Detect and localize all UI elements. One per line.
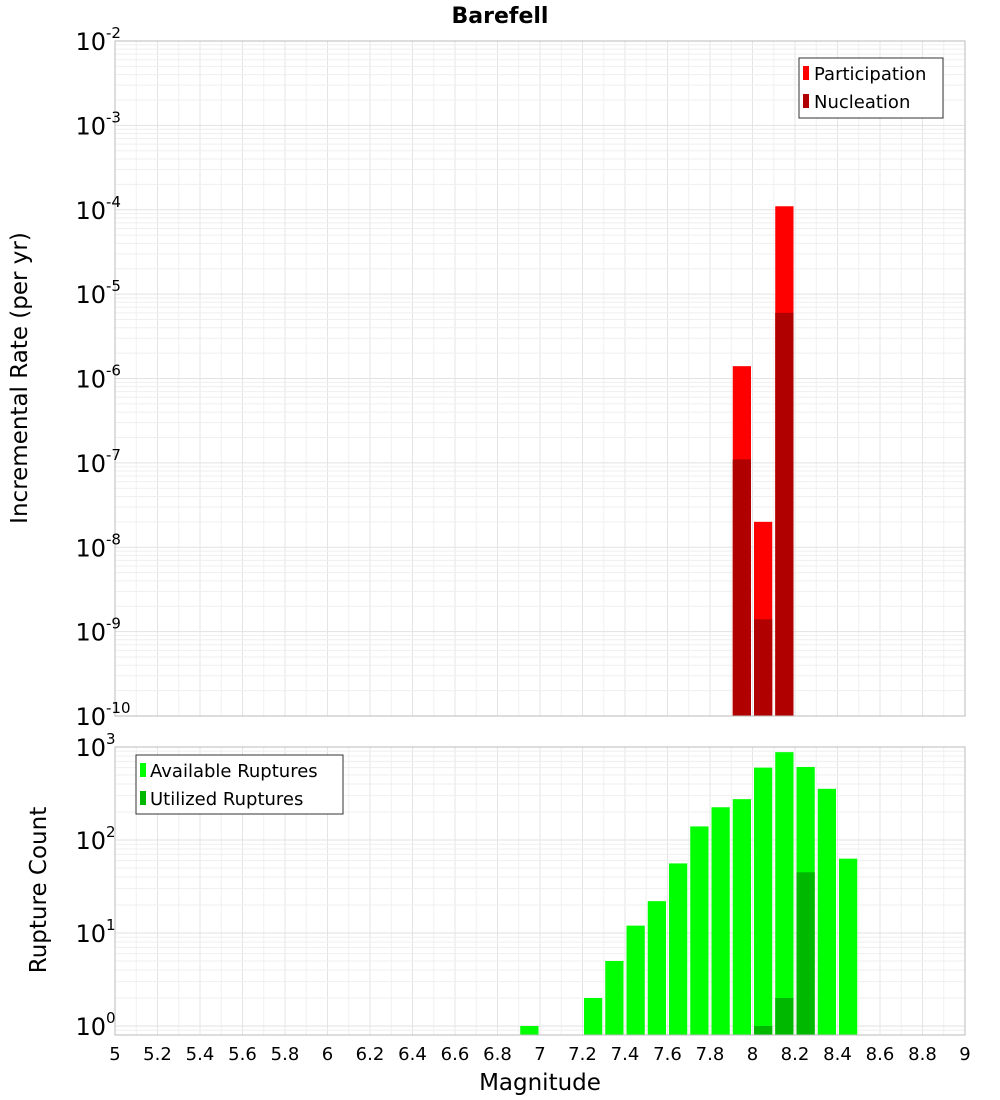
top-y-tick-5: 10 [75, 281, 106, 309]
x-tick-15: 8 [747, 1044, 758, 1065]
top-y-tick-exp-7: -3 [106, 108, 121, 126]
x-tick-7: 6.4 [398, 1044, 427, 1065]
top-y-tick-2: 10 [75, 534, 106, 562]
bottom-y-tick-exp-3: 3 [106, 730, 116, 748]
top-y-axis-label: Incremental Rate (per yr) [7, 232, 33, 524]
x-tick-0: 5 [109, 1044, 120, 1065]
x-tick-3: 5.6 [228, 1044, 257, 1065]
bottom-bar-0-8_05 [754, 767, 773, 1035]
top-y-tick-1: 10 [75, 619, 106, 647]
legend-label-available-ruptures: Available Ruptures [150, 761, 318, 782]
top-y-tick-exp-6: -4 [106, 193, 121, 211]
bottom-bar-1-8_15 [775, 997, 794, 1035]
bottom-y-tick-2: 10 [75, 827, 106, 855]
top-y-tick-exp-8: -2 [106, 24, 121, 42]
legend-swatch-participation [803, 66, 809, 80]
top-bar-1-8_15 [775, 312, 794, 716]
bottom-bar-0-7_65 [669, 863, 688, 1035]
top-legend: Participation Nucleation [798, 57, 944, 119]
top-y-tick-exp-1: -9 [106, 615, 121, 633]
x-tick-10: 7 [534, 1044, 545, 1065]
x-tick-20: 9 [959, 1044, 970, 1065]
top-y-tick-exp-0: -10 [106, 699, 131, 717]
x-tick-8: 6.6 [441, 1044, 470, 1065]
bottom-bar-0-7_45 [626, 925, 645, 1035]
bottom-y-tick-exp-2: 2 [106, 823, 116, 841]
bottom-y-tick-0: 10 [75, 1013, 106, 1041]
top-y-tick-exp-3: -7 [106, 446, 121, 464]
legend-swatch-nucleation [803, 94, 809, 108]
top-y-tick-0: 10 [75, 703, 106, 731]
legend-label-utilized-ruptures: Utilized Ruptures [150, 789, 303, 810]
top-bar-1-8_05 [754, 619, 773, 716]
bottom-bar-0-7_95 [732, 799, 751, 1035]
bottom-y-tick-1: 10 [75, 920, 106, 948]
bottom-bar-0-7_75 [690, 826, 709, 1035]
x-tick-6: 6.2 [356, 1044, 385, 1065]
bottom-legend: Available Ruptures Utilized Ruptures [135, 754, 344, 815]
top-y-tick-6: 10 [75, 197, 106, 225]
bottom-y-axis-label: Rupture Count [26, 807, 52, 973]
bottom-bar-0-7_85 [711, 807, 730, 1035]
x-tick-12: 7.4 [611, 1044, 640, 1065]
legend-label-nucleation: Nucleation [814, 92, 910, 113]
bottom-bar-0-8_45 [839, 858, 858, 1035]
bottom-bar-0-7_55 [647, 901, 666, 1035]
bottom-plot-bars [520, 752, 858, 1035]
bottom-bar-0-8_15 [775, 752, 794, 1035]
top-y-tick-exp-4: -6 [106, 362, 121, 380]
bottom-bar-1-8_05 [754, 1025, 773, 1035]
x-tick-17: 8.4 [823, 1044, 852, 1065]
bottom-bar-0-8_35 [817, 788, 836, 1035]
top-bar-1-7_95 [732, 459, 751, 716]
bottom-y-tick-exp-1: 1 [106, 916, 116, 934]
x-tick-16: 8.2 [781, 1044, 810, 1065]
top-y-tick-exp-5: -5 [106, 277, 121, 295]
top-legend-box [798, 57, 944, 119]
bottom-bar-0-6_95 [520, 1025, 539, 1035]
bottom-bar-0-7_25 [584, 997, 603, 1035]
top-y-tick-8: 10 [75, 28, 106, 56]
x-tick-9: 6.8 [483, 1044, 512, 1065]
top-y-tick-7: 10 [75, 112, 106, 140]
x-tick-2: 5.4 [186, 1044, 215, 1065]
bottom-plot-frame [114, 746, 966, 1036]
top-plot-frame [114, 40, 966, 717]
x-tick-4: 5.8 [271, 1044, 300, 1065]
bottom-y-tick-exp-0: 0 [106, 1009, 116, 1027]
bottom-y-tick-3: 10 [75, 734, 106, 762]
bottom-bar-1-8_25 [796, 872, 815, 1035]
bottom-bar-0-7_35 [605, 960, 624, 1035]
top-y-tick-3: 10 [75, 450, 106, 478]
legend-swatch-utilized-ruptures [140, 791, 146, 805]
top-plot-gridlines [115, 41, 965, 716]
x-tick-19: 8.8 [908, 1044, 937, 1065]
x-tick-18: 8.6 [866, 1044, 895, 1065]
x-tick-14: 7.8 [696, 1044, 725, 1065]
top-plot-bars [732, 206, 794, 716]
x-tick-13: 7.6 [653, 1044, 682, 1065]
x-tick-1: 5.2 [143, 1044, 172, 1065]
x-tick-5: 6 [322, 1044, 333, 1065]
bottom-legend-box [135, 754, 344, 815]
legend-label-participation: Participation [814, 64, 926, 85]
x-axis-label: Magnitude [479, 1070, 601, 1096]
chart-title: Barefell [452, 4, 549, 29]
top-y-tick-exp-2: -8 [106, 530, 121, 548]
legend-swatch-available-ruptures [140, 763, 146, 777]
top-y-tick-4: 10 [75, 366, 106, 394]
x-tick-labels: 5 5.2 5.4 5.6 5.8 6 6.2 6.4 6.6 6.8 7 7.2 7.4 7.6 7.8 8… [109, 1044, 970, 1065]
x-tick-11: 7.2 [568, 1044, 597, 1065]
